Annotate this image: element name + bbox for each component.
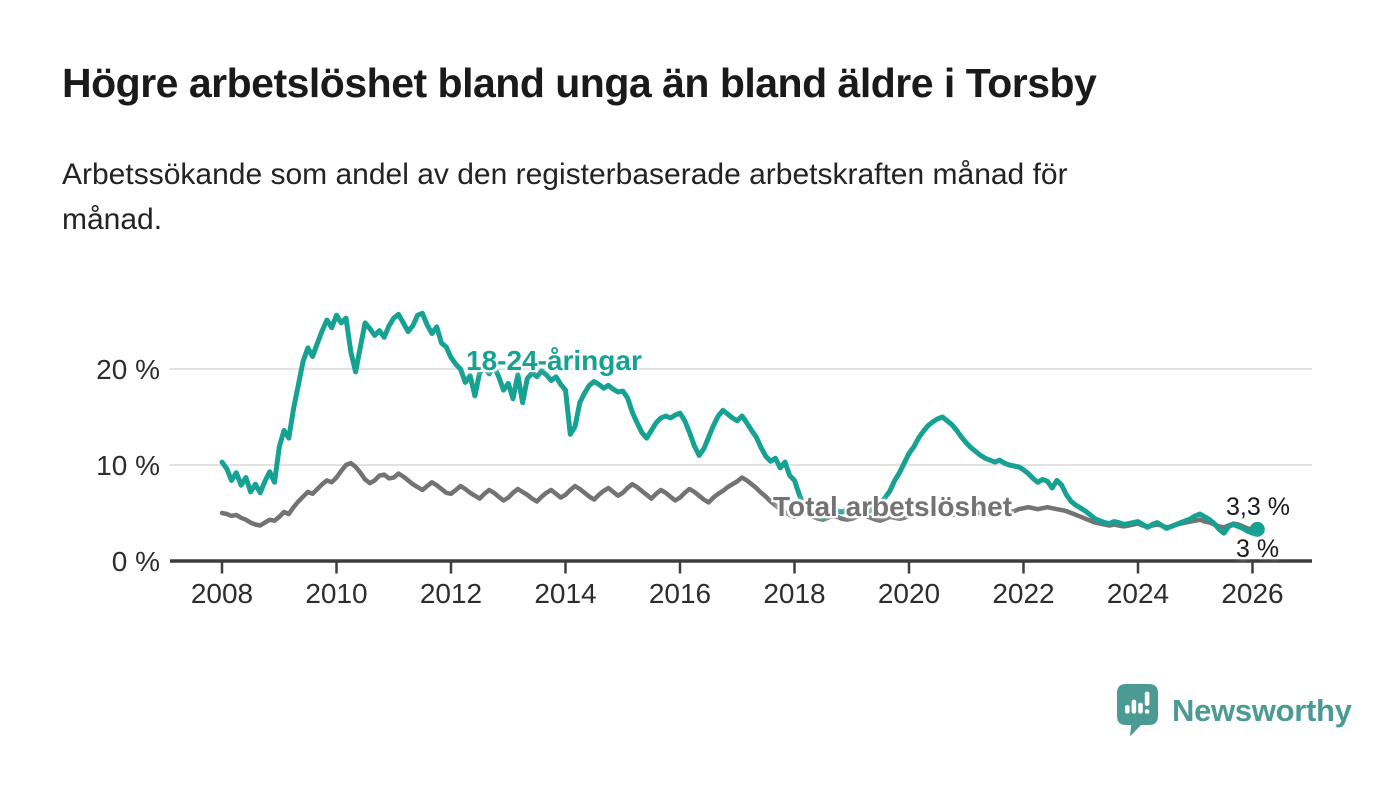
x-axis-label: 2018 bbox=[763, 578, 825, 609]
y-axis-label: 20 % bbox=[96, 354, 160, 385]
x-axis-label: 2014 bbox=[534, 578, 596, 609]
series-line-youth bbox=[219, 310, 1260, 536]
end-value-label-youth: 3,3 % bbox=[1226, 493, 1290, 521]
newsworthy-logo-icon bbox=[1117, 684, 1158, 737]
page-subtitle: Arbetssökande som andel av den registerb… bbox=[62, 152, 1282, 242]
subtitle-line-1: Arbetssökande som andel av den registerb… bbox=[62, 158, 1068, 191]
x-axis-label: 2024 bbox=[1107, 578, 1169, 609]
x-axis-label: 2008 bbox=[191, 578, 253, 609]
end-value-label-total: 3 % bbox=[1236, 535, 1280, 563]
series-line-total bbox=[219, 460, 1260, 535]
x-axis-label: 2016 bbox=[649, 578, 711, 609]
x-axis-label: 2026 bbox=[1221, 578, 1283, 609]
x-axis-label: 2022 bbox=[992, 578, 1054, 609]
x-axis-label: 2012 bbox=[420, 578, 482, 609]
subtitle-line-2: månad. bbox=[62, 203, 163, 236]
x-axis-label: 2010 bbox=[305, 578, 367, 609]
x-axis-label: 2020 bbox=[878, 578, 940, 609]
y-axis-label: 10 % bbox=[96, 450, 160, 481]
newsworthy-branding: Newsworthy bbox=[1117, 684, 1352, 738]
series-label-total: Total arbetslöshet bbox=[773, 491, 1013, 522]
series-end-dot bbox=[1249, 521, 1265, 537]
y-axis-label: 0 % bbox=[112, 546, 160, 577]
newsworthy-logo-text: Newsworthy bbox=[1172, 693, 1352, 728]
page-title: Högre arbetslöshet bland unga än bland ä… bbox=[62, 60, 1097, 106]
series-label-youth: 18-24-åringar bbox=[466, 345, 642, 376]
